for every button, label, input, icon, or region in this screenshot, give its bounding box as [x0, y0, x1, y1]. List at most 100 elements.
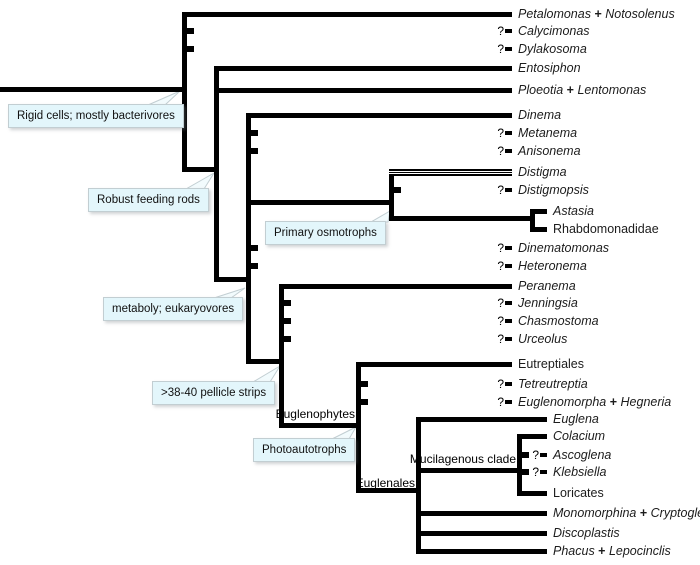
taxon-label: Rhabdomonadidae	[553, 222, 659, 236]
annotation-callout: Robust feeding rods	[88, 188, 209, 212]
clade-label: Euglenophytes	[275, 407, 355, 421]
taxon-label: Ploeotia + Lentomonas	[518, 83, 647, 97]
uncertain-placement-marker: ?	[486, 126, 512, 140]
branch-monomorphina	[416, 511, 547, 516]
stub-square-icon	[505, 319, 512, 323]
taxon-label: Dinematomonas	[518, 241, 610, 255]
branch-dinema	[246, 113, 512, 118]
trunk-euglenales	[416, 417, 421, 554]
plus-sign: +	[590, 7, 606, 21]
taxon-label: Ascoglena	[553, 448, 612, 462]
taxon-label: Euglena	[553, 412, 599, 426]
branch-ploeotia	[214, 88, 512, 93]
root	[0, 87, 186, 92]
taxon-label: Loricates	[553, 486, 604, 500]
uncertain-attachment-stub	[250, 148, 258, 154]
plus-sign: +	[636, 506, 651, 520]
branch-euglena	[416, 417, 547, 422]
trunk-astasia-rhabdo	[530, 209, 535, 232]
callout-pointer-tail	[147, 90, 181, 106]
uncertain-placement-marker: ?	[486, 259, 512, 273]
stub-square-icon	[505, 47, 512, 51]
stub-square-icon	[505, 382, 512, 386]
stub-square-icon	[505, 131, 512, 135]
uncertain-placement-marker: ?	[486, 183, 512, 197]
taxon-label: Calycimonas	[518, 24, 590, 38]
annotation-callout: metaboly; eukaryovores	[103, 297, 244, 321]
trunk-entosiphon	[214, 66, 219, 282]
taxon-label: Astasia	[553, 204, 594, 218]
uncertain-attachment-stub	[250, 263, 258, 269]
uncertain-placement-marker: ?	[486, 42, 512, 56]
trunk-mucilagenous	[517, 434, 522, 496]
callout-pointer-tail	[251, 365, 281, 383]
taxon-label: Entosiphon	[518, 61, 581, 75]
conn-euglenophytes-euglenales	[356, 488, 420, 493]
stub-square-icon	[505, 337, 512, 341]
branch-discoplastis	[416, 531, 547, 536]
uncertain-placement-marker: ?	[486, 296, 512, 310]
trunk-metaboly	[279, 284, 284, 428]
plus-sign: +	[594, 544, 609, 558]
branch-peranema	[279, 284, 512, 289]
uncertain-attachment-stub	[360, 399, 368, 405]
branch-colacium	[517, 434, 547, 439]
branch-astasia	[530, 209, 547, 214]
uncertain-attachment-stub	[283, 318, 291, 324]
uncertain-placement-marker: ?	[486, 314, 512, 328]
branch-phacus	[416, 549, 547, 554]
taxon-label: Peranema	[518, 279, 576, 293]
uncertain-attachment-stub	[360, 381, 368, 387]
uncertain-placement-marker: ?	[486, 241, 512, 255]
taxon-label: Distigma	[518, 165, 567, 179]
taxon-label: Chasmostoma	[518, 314, 599, 328]
taxon-label: Dinema	[518, 108, 562, 122]
taxon-label: Anisonema	[518, 144, 581, 158]
clade-label: Euglenales	[355, 476, 415, 490]
stub-square-icon	[505, 149, 512, 153]
taxon-label: Petalomonas + Notosolenus	[518, 7, 675, 21]
taxon-label: Discoplastis	[553, 526, 620, 540]
uncertain-attachment-stub	[186, 28, 194, 34]
conn-robust-metaboly	[246, 359, 283, 364]
uncertain-placement-marker: ?	[486, 144, 512, 158]
stub-square-icon	[505, 246, 512, 250]
taxon-label: Euglenomorpha + Hegneria	[518, 395, 672, 409]
uncertain-placement-marker: ?	[486, 332, 512, 346]
uncertain-attachment-stub	[521, 452, 529, 458]
uncertain-placement-marker: ?	[486, 377, 512, 391]
conn-entosiphon-robust	[214, 277, 250, 282]
uncertain-placement-marker: ?	[486, 24, 512, 38]
callout-pointer-tail	[184, 172, 215, 190]
branch-entosiphon	[214, 66, 512, 71]
uncertain-attachment-stub	[250, 130, 258, 136]
trunk-primary-osmotrophs	[389, 170, 394, 221]
stub-square-icon	[505, 264, 512, 268]
annotation-callout: Primary osmotrophs	[265, 221, 386, 245]
uncertain-attachment-stub	[250, 245, 258, 251]
annotation-callout: Rigid cells; mostly bacterivores	[8, 104, 184, 128]
uncertain-attachment-stub	[521, 469, 529, 475]
taxon-label: Jenningsia	[518, 296, 578, 310]
stub-square-icon	[505, 188, 512, 192]
branch-rhabdomonadidae	[530, 227, 547, 232]
uncertain-attachment-stub	[186, 46, 194, 52]
taxon-label: Colacium	[553, 429, 606, 443]
stub-square-icon	[540, 470, 547, 474]
branch-distigma	[389, 169, 512, 176]
conn-metaboly-euglenophytes	[279, 423, 360, 428]
uncertain-attachment-stub	[283, 300, 291, 306]
stub-square-icon	[505, 400, 512, 404]
conn-basal-entosiphon	[182, 167, 218, 172]
taxon-label: Dylakosoma	[518, 42, 587, 56]
branch-petalomonas	[182, 12, 512, 17]
uncertain-attachment-stub	[283, 336, 291, 342]
plus-sign: +	[606, 395, 621, 409]
taxon-label: Phacus + Lepocinclis	[553, 544, 671, 558]
uncertain-attachment-stub	[393, 187, 401, 193]
taxon-label: Klebsiella	[553, 465, 607, 479]
uncertain-placement-marker: ?	[486, 395, 512, 409]
taxon-label: Metanema	[518, 126, 578, 140]
